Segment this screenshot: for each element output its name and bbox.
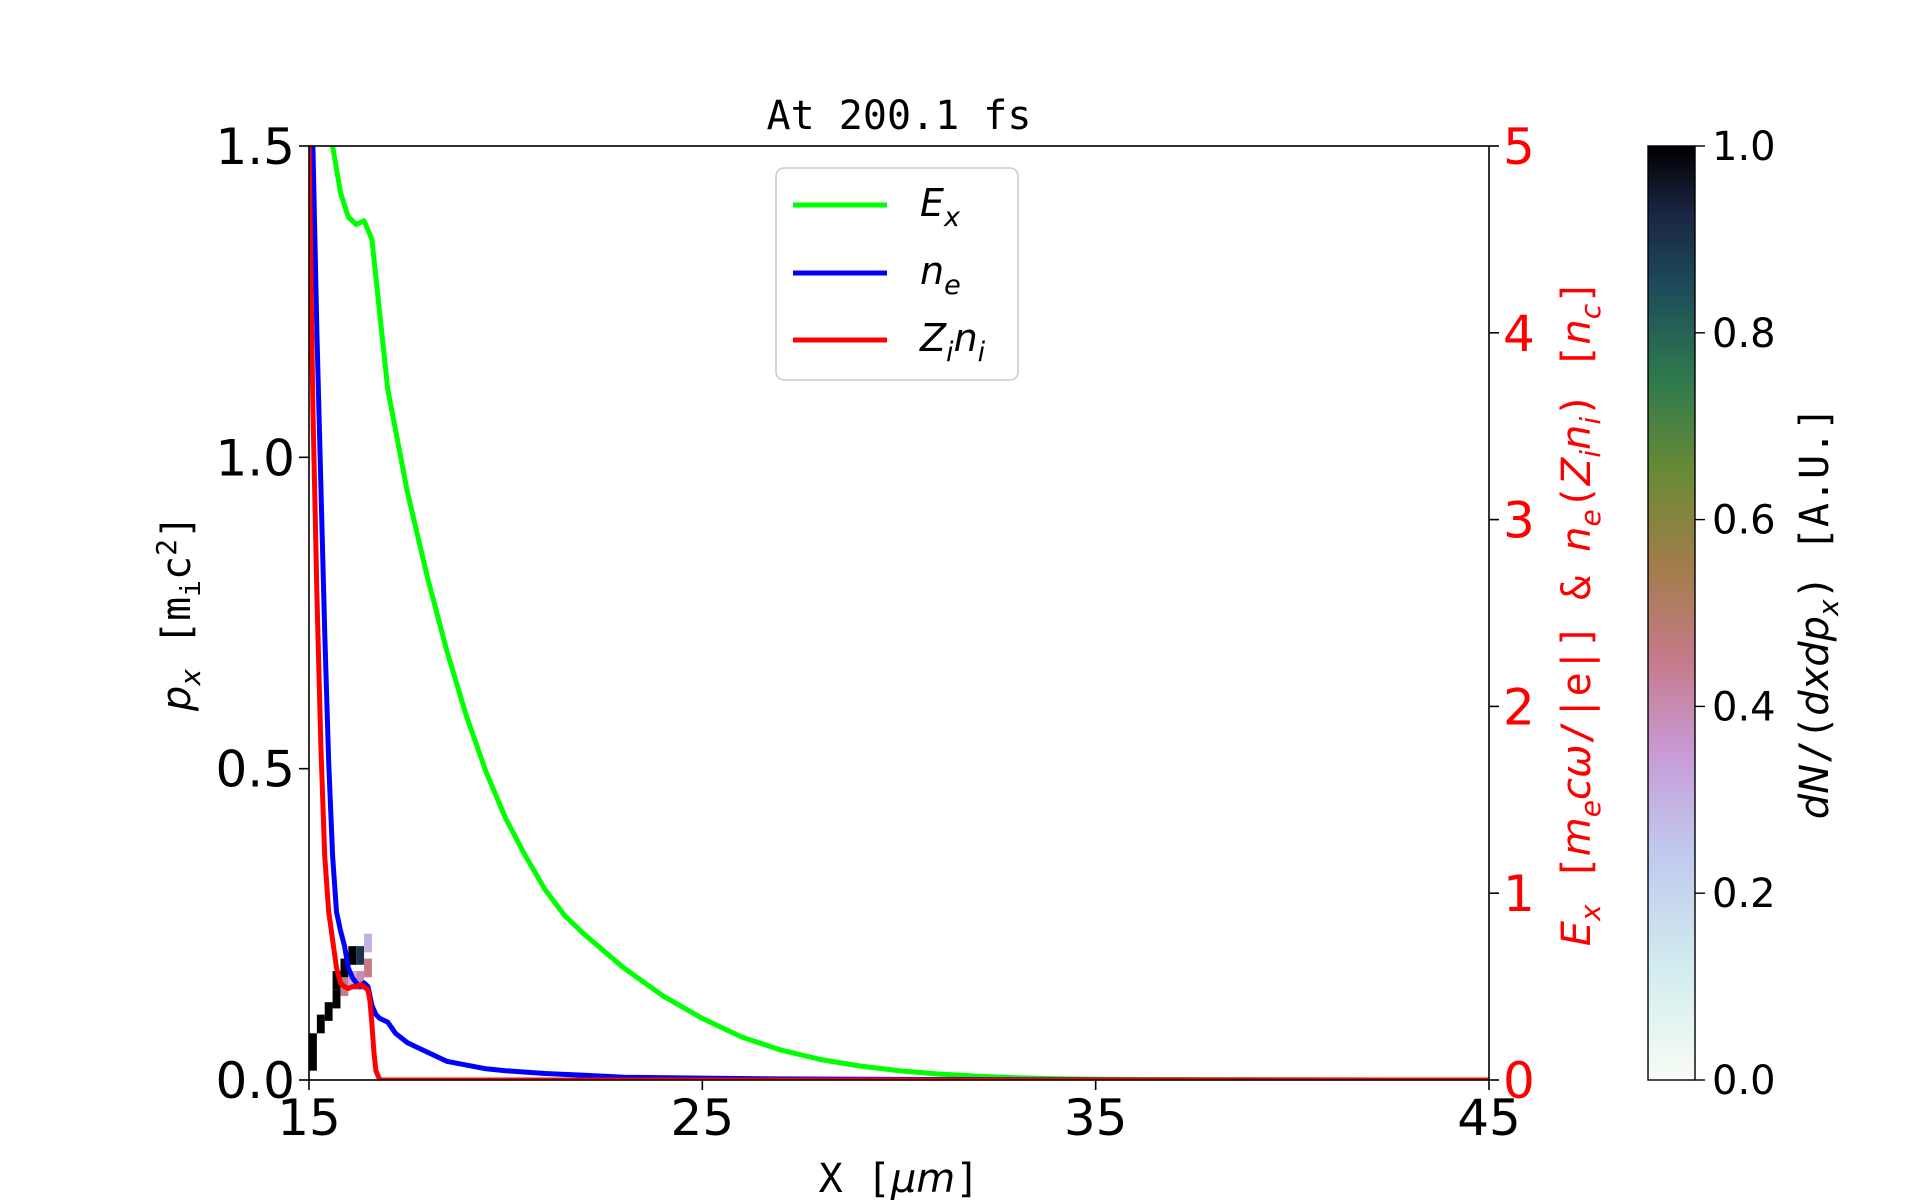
y-tick-label: 0.0 <box>215 1052 295 1110</box>
legend-box <box>775 167 1019 381</box>
y2-tick-label: 0 <box>1503 1052 1535 1110</box>
phase-cell-11 <box>356 946 365 965</box>
colorbar-tick-label: 0.2 <box>1712 871 1776 917</box>
plot-frame <box>308 145 1490 1081</box>
phase-cell-3 <box>324 1002 333 1021</box>
y-tick-label: 1.5 <box>215 118 295 176</box>
x-tick-label: 25 <box>671 1089 735 1147</box>
colorbar-ticks: 0.0 0.2 0.4 0.6 0.8 1.0 <box>1695 124 1776 1104</box>
series-line-n-e <box>310 146 1489 1080</box>
phase-cell-2 <box>316 1014 325 1034</box>
x-tick-label: 45 <box>1457 1089 1521 1147</box>
y2-tick-label: 1 <box>1503 865 1535 923</box>
y2-tick-label: 2 <box>1503 678 1535 736</box>
phase-cell-12 <box>364 958 372 978</box>
phase-cell-1 <box>309 1033 317 1052</box>
line-series-group <box>309 146 1489 1080</box>
phase-cell-9 <box>348 946 357 965</box>
y2-tick-label: 3 <box>1503 492 1535 550</box>
phase-space-histogram <box>309 933 372 1071</box>
phase-cell-5 <box>332 971 341 990</box>
colorbar-tick-label: 1.0 <box>1712 124 1776 170</box>
x-tick-label: 15 <box>277 1089 341 1147</box>
series-line-z-in-i <box>309 146 1489 1080</box>
phase-cell-0 <box>309 1051 317 1071</box>
phase-cell-13 <box>364 933 372 953</box>
phase-cell-10 <box>356 971 365 990</box>
y2-tick-label: 5 <box>1503 118 1535 176</box>
legend: Ex ne Zini <box>775 167 1019 381</box>
colorbar-tick-label: 0.0 <box>1712 1058 1776 1104</box>
chart-title: At 200.1 fs <box>767 93 1032 139</box>
y-axis-label: px [mic2] <box>150 515 207 712</box>
colorbar <box>1647 145 1696 1081</box>
series-line-e-x <box>330 146 1489 1080</box>
colorbar-label: dN/(dxdpx) [A.U.] <box>1792 407 1845 820</box>
phase-cell-4 <box>332 989 341 1009</box>
y-tick-label: 1.0 <box>215 429 295 487</box>
x-axis-label: X [μm] <box>819 1156 980 1200</box>
y-tick-label: 0.5 <box>215 741 295 799</box>
colorbar-tick-label: 0.6 <box>1712 498 1776 544</box>
y2-axis-label: Ex [mecω/|e|] & ne(Zini) [nc] <box>1554 280 1607 947</box>
y2-tick-label: 4 <box>1503 305 1535 363</box>
phase-cell-7 <box>340 958 349 978</box>
colorbar-tick-label: 0.4 <box>1712 684 1776 730</box>
colorbar-tick-label: 0.8 <box>1712 311 1776 357</box>
x-tick-label: 35 <box>1064 1089 1128 1147</box>
